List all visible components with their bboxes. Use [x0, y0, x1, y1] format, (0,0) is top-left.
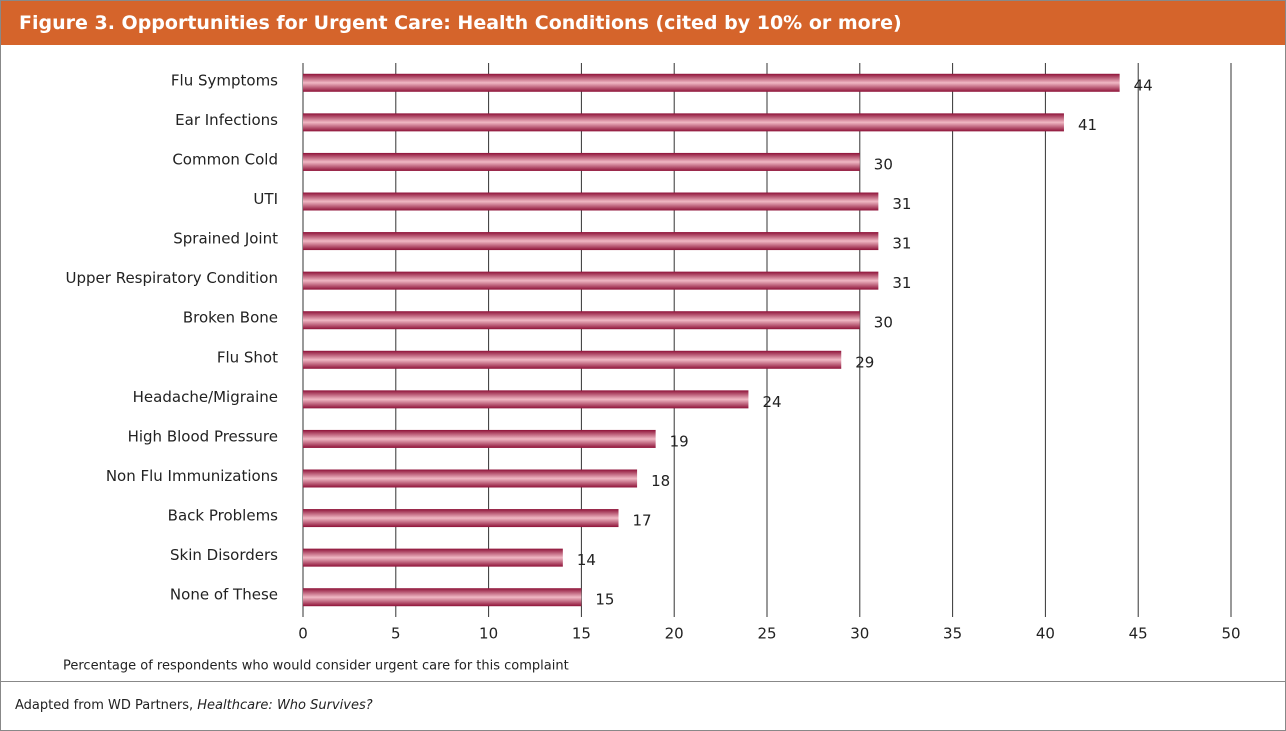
x-tick-label: 10 — [479, 625, 498, 643]
x-axis-label: Percentage of respondents who would cons… — [63, 659, 569, 674]
x-tick-label: 5 — [391, 625, 401, 643]
x-tick-label: 15 — [572, 625, 591, 643]
x-tick-label: 40 — [1036, 625, 1055, 643]
bar — [303, 350, 842, 369]
x-tick-label: 25 — [757, 625, 776, 643]
y-tick-label: Common Cold — [172, 150, 278, 168]
bar — [303, 390, 749, 409]
x-tick-label: 35 — [943, 625, 962, 643]
bar — [303, 311, 860, 330]
source-note: Adapted from WD Partners, Healthcare: Wh… — [1, 681, 1285, 730]
value-label: 17 — [633, 512, 652, 530]
bar — [303, 548, 563, 567]
bar — [303, 469, 638, 488]
value-label: 18 — [651, 472, 670, 490]
bar — [303, 271, 879, 290]
value-label: 30 — [874, 314, 893, 332]
value-label: 24 — [762, 393, 781, 411]
source-title: Healthcare: Who Survives? — [197, 698, 373, 713]
y-tick-label: Upper Respiratory Condition — [66, 269, 278, 287]
y-tick-label: Ear Infections — [175, 111, 278, 129]
x-tick-label: 0 — [298, 625, 308, 643]
bar — [303, 113, 1064, 132]
y-tick-label: Back Problems — [168, 507, 279, 525]
bar — [303, 192, 879, 211]
y-tick-label: UTI — [253, 190, 278, 208]
value-label: 41 — [1078, 116, 1097, 134]
chart-title: Figure 3. Opportunities for Urgent Care:… — [1, 1, 1285, 45]
source-text: Adapted from WD Partners, — [15, 698, 198, 713]
x-tick-label: 20 — [665, 625, 684, 643]
y-tick-label: Headache/Migraine — [133, 388, 278, 406]
x-tick-label: 50 — [1221, 625, 1240, 643]
value-label: 31 — [892, 274, 911, 292]
value-label: 15 — [595, 591, 614, 609]
bar — [303, 152, 860, 171]
bar — [303, 509, 619, 528]
y-tick-label: Skin Disorders — [170, 546, 278, 564]
x-tick-label: 30 — [850, 625, 869, 643]
chart: Percentage of respondents who would cons… — [63, 63, 1241, 674]
bar — [303, 232, 879, 251]
x-tick-label: 45 — [1129, 625, 1148, 643]
value-label: 30 — [874, 155, 893, 173]
y-tick-label: Non Flu Immunizations — [106, 467, 278, 485]
value-label: 44 — [1134, 76, 1153, 94]
y-tick-label: High Blood Pressure — [128, 427, 278, 445]
y-tick-label: Broken Bone — [183, 309, 278, 327]
value-label: 19 — [670, 432, 689, 450]
value-label: 14 — [577, 551, 596, 569]
y-tick-label: Flu Symptoms — [171, 71, 278, 89]
y-tick-label: Flu Shot — [217, 348, 278, 366]
bar — [303, 588, 582, 607]
bar — [303, 429, 656, 448]
y-tick-label: Sprained Joint — [173, 230, 278, 248]
bar — [303, 73, 1120, 92]
value-label: 31 — [892, 195, 911, 213]
value-label: 29 — [855, 353, 874, 371]
value-label: 31 — [892, 235, 911, 253]
y-tick-label: None of These — [170, 586, 278, 604]
